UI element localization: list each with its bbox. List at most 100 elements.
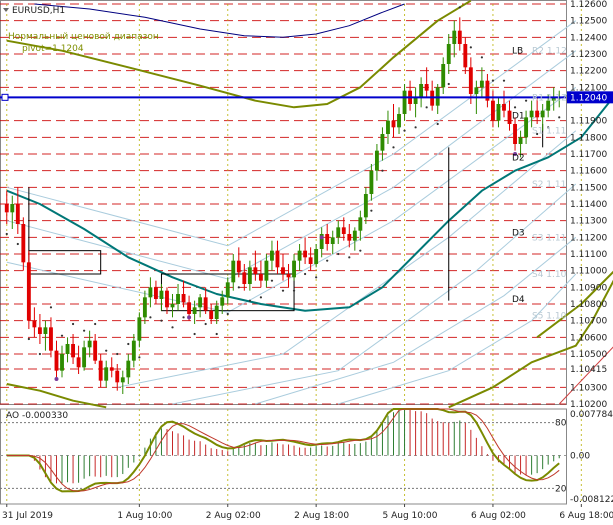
candle-body: [397, 114, 401, 128]
sar-dot: [359, 249, 362, 252]
sar-dot: [71, 322, 75, 326]
candle-body: [65, 344, 70, 354]
candle: [225, 277, 230, 304]
candle: [26, 250, 31, 329]
price-tick-label: 1.12200: [570, 67, 607, 77]
ao-oscillator-pane: 80 20 0.007784 0.00 -0.008122 AO -0.000330: [0, 408, 613, 505]
candle: [181, 280, 186, 308]
candle-body: [247, 267, 252, 284]
candle-body: [236, 260, 241, 273]
time-tick-label: 5 Aug 10:00: [383, 511, 438, 521]
candle-body: [391, 120, 396, 128]
candle: [457, 17, 462, 51]
price-axis: 1.12600 1.12500 1.12400 1.12300 1.12200 1.121…: [570, 0, 607, 410]
candle: [419, 77, 424, 108]
chart-header: EURUSD,H1 Нормальный ценовой диапазон pi…: [3, 6, 159, 54]
candle-body: [198, 297, 203, 308]
price-tick-label: 1.11400: [570, 200, 607, 210]
time-tick-label: 6 Aug 18:00: [559, 511, 613, 521]
current-price-tag: [567, 91, 613, 104]
candles: [4, 17, 562, 394]
candle: [214, 300, 219, 324]
sar-dot: [27, 337, 30, 341]
candle-body: [76, 357, 81, 368]
candle-body: [352, 230, 357, 241]
candle-body: [15, 204, 20, 224]
candle-body: [402, 90, 407, 114]
candle-body: [374, 150, 379, 171]
sar-dot: [392, 146, 395, 149]
candle-body: [242, 272, 247, 284]
candle: [142, 290, 147, 324]
sar-dot: [149, 316, 152, 319]
time-tick-label: 1 Aug 10:00: [117, 511, 172, 521]
candle: [502, 90, 506, 118]
candle: [424, 67, 429, 98]
sar-dot: [160, 319, 163, 322]
candle-body: [43, 327, 48, 334]
candle-body: [507, 110, 512, 124]
faint-level-label: S3 1.11: [532, 233, 566, 243]
candle-body: [275, 250, 280, 268]
candle-body: [165, 290, 169, 308]
candle: [397, 107, 401, 134]
sar-dot: [116, 352, 119, 356]
price-tick-label: 1.10500: [570, 350, 607, 360]
candle: [242, 264, 247, 291]
candle-body: [496, 104, 501, 121]
candle-body: [297, 250, 302, 261]
candle: [176, 284, 180, 311]
candle-body: [10, 204, 15, 213]
candle-body: [369, 170, 374, 194]
candle-body: [187, 302, 192, 314]
ao-tick-label: 0.00: [570, 451, 590, 461]
candle-body: [468, 67, 473, 94]
candle: [209, 304, 214, 324]
parabolic-dots: [5, 6, 561, 381]
candle-body: [336, 227, 341, 238]
price-tick-label: 1.11600: [570, 167, 607, 177]
candle-body: [281, 267, 285, 274]
candle-body: [181, 294, 186, 303]
candle: [109, 357, 114, 378]
candle: [126, 354, 131, 384]
time-tick-label: 31 Jul 2019: [2, 511, 53, 521]
ao-tick-label: 0.007784: [570, 410, 613, 420]
candle: [518, 130, 523, 158]
candle: [32, 307, 37, 338]
candle: [98, 354, 103, 388]
candle-body: [120, 377, 125, 383]
candle: [308, 247, 313, 271]
sar-dot: [403, 129, 406, 132]
candle: [15, 187, 20, 234]
price-tick-label: 1.10800: [570, 300, 607, 310]
candle-body: [4, 204, 9, 213]
candle-body: [126, 360, 131, 378]
candle: [341, 217, 346, 241]
candle: [104, 360, 109, 388]
price-tick-label: 1.10300: [570, 383, 607, 393]
collapse-icon[interactable]: [3, 8, 9, 12]
candle: [37, 314, 42, 344]
candle: [485, 74, 490, 108]
ao-signal-line: [6, 408, 560, 492]
price-tick-label: 1.10700: [570, 317, 607, 327]
candle: [314, 244, 319, 268]
channel-line: [255, 236, 577, 405]
candle-body: [264, 260, 269, 281]
candle: [386, 110, 390, 144]
sar-dot: [94, 322, 97, 326]
sar-dot: [469, 46, 472, 49]
faint-level-label: S4 1.10: [532, 270, 567, 280]
candle: [21, 217, 26, 271]
candle: [231, 254, 236, 291]
candle: [496, 97, 501, 128]
indicator-name: Нормальный ценовой диапазон: [8, 32, 159, 42]
candle-body: [491, 100, 495, 121]
faint-level-label: S1 1.11: [532, 127, 566, 137]
faint-level-label: R1 1.12: [532, 93, 567, 103]
candle-body: [71, 344, 75, 358]
upper-band-curve: [34, 3, 405, 38]
candle-body: [231, 260, 236, 283]
